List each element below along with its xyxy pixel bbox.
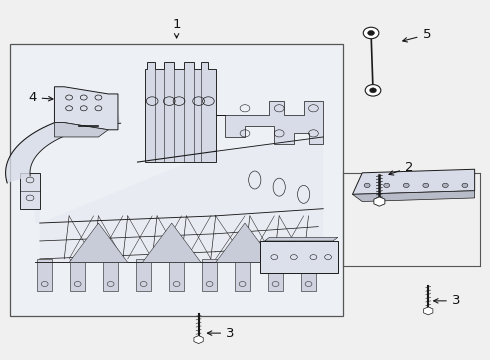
Polygon shape bbox=[5, 109, 121, 183]
Circle shape bbox=[423, 183, 429, 188]
Bar bbox=[202, 259, 217, 291]
Polygon shape bbox=[20, 173, 40, 209]
Text: 2: 2 bbox=[389, 161, 414, 175]
Polygon shape bbox=[143, 223, 201, 262]
Polygon shape bbox=[216, 101, 323, 144]
Polygon shape bbox=[216, 223, 274, 262]
Circle shape bbox=[363, 27, 379, 39]
Bar bbox=[10, 44, 343, 316]
Polygon shape bbox=[54, 87, 118, 130]
Circle shape bbox=[365, 85, 381, 96]
Text: 3: 3 bbox=[434, 294, 460, 307]
Text: 1: 1 bbox=[172, 18, 181, 38]
Polygon shape bbox=[54, 123, 108, 137]
Text: 5: 5 bbox=[403, 28, 431, 42]
Bar bbox=[235, 259, 250, 291]
Bar bbox=[103, 259, 118, 291]
Bar bbox=[301, 259, 316, 291]
Polygon shape bbox=[260, 241, 338, 273]
Bar bbox=[71, 259, 85, 291]
Circle shape bbox=[384, 183, 390, 188]
Bar bbox=[169, 259, 184, 291]
Polygon shape bbox=[69, 223, 128, 262]
Circle shape bbox=[364, 183, 370, 188]
Bar bbox=[268, 259, 283, 291]
Text: 4: 4 bbox=[28, 91, 53, 104]
Polygon shape bbox=[145, 62, 216, 162]
Polygon shape bbox=[352, 169, 475, 194]
Text: 3: 3 bbox=[207, 327, 235, 339]
Circle shape bbox=[442, 183, 448, 188]
Circle shape bbox=[368, 31, 374, 36]
Circle shape bbox=[462, 183, 468, 188]
Bar bbox=[37, 259, 52, 291]
Circle shape bbox=[369, 88, 376, 93]
Circle shape bbox=[403, 183, 409, 188]
Polygon shape bbox=[352, 191, 475, 202]
Bar bbox=[136, 259, 151, 291]
Polygon shape bbox=[265, 237, 338, 241]
Polygon shape bbox=[35, 137, 323, 262]
